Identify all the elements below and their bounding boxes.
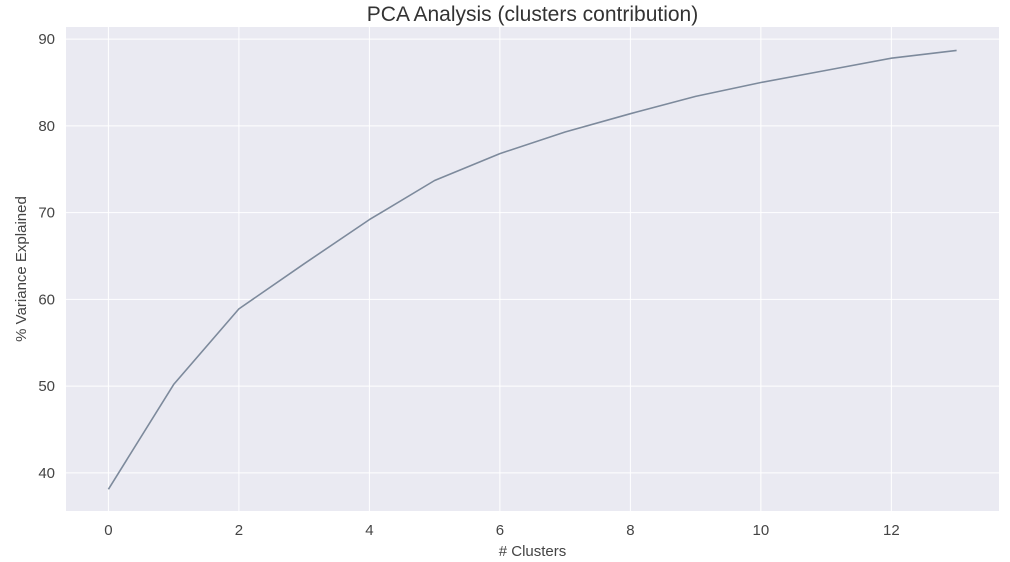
y-axis-label: % Variance Explained [13,196,30,342]
y-tick-label: 70 [38,205,55,222]
x-tick-label: 6 [496,522,504,539]
x-tick-label: 10 [753,522,770,539]
x-axis-label: # Clusters [499,543,567,560]
tick-labels: 0 2 4 6 8 10 12 40 50 60 70 80 90 [38,31,899,539]
y-tick-label: 50 [38,378,55,395]
plot-area [66,27,999,511]
chart-title: PCA Analysis (clusters contribution) [367,3,698,26]
x-tick-label: 0 [104,522,112,539]
x-tick-label: 2 [235,522,243,539]
grid [66,27,999,511]
y-tick-label: 40 [38,465,55,482]
x-tick-label: 8 [626,522,634,539]
x-tick-label: 4 [365,522,373,539]
y-tick-label: 60 [38,291,55,308]
y-tick-label: 90 [38,31,55,48]
series-line [107,49,957,490]
series-layer [107,49,957,490]
x-tick-label: 12 [883,522,900,539]
y-tick-label: 80 [38,118,55,135]
